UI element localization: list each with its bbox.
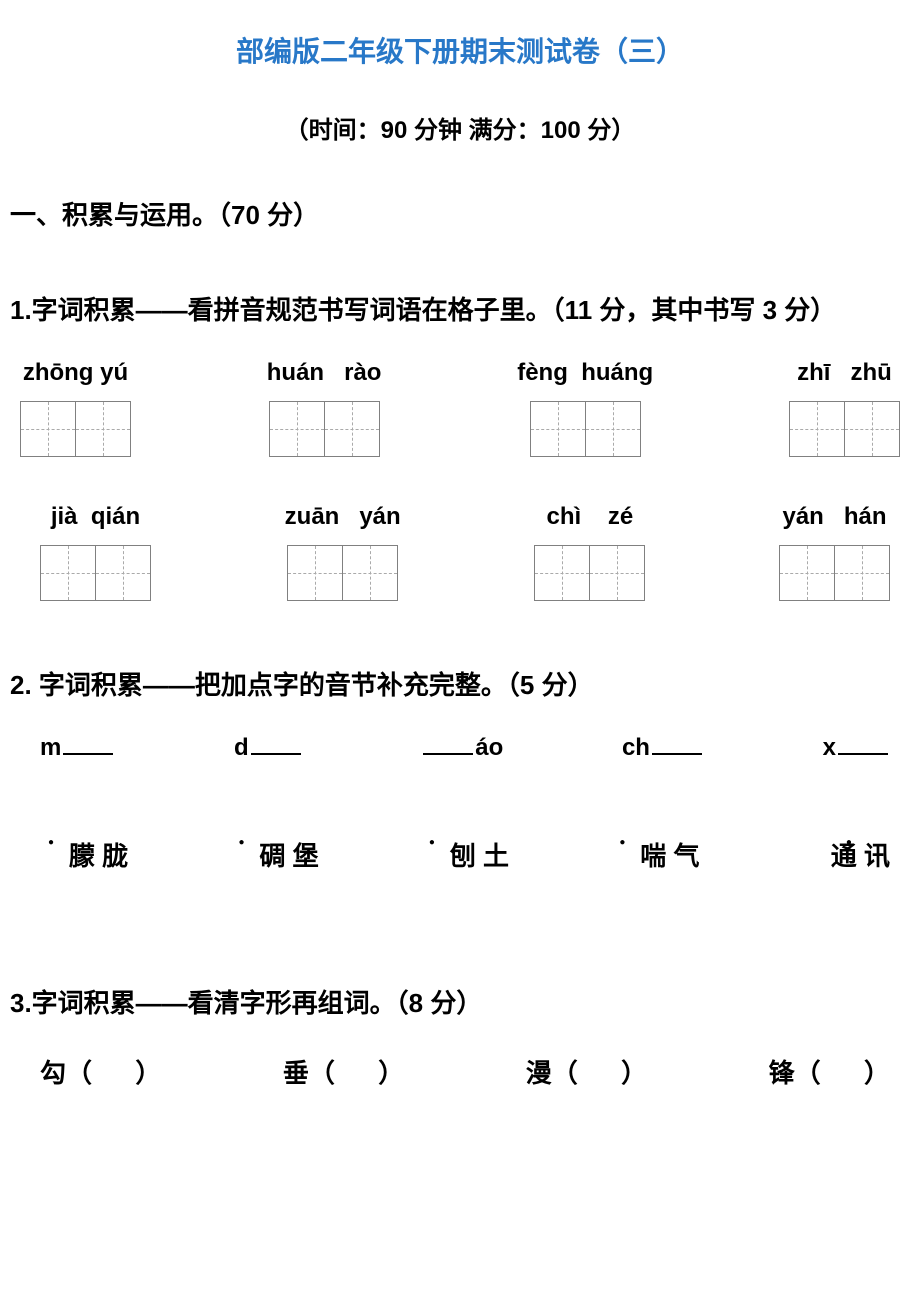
fill-blank[interactable] [63,753,113,755]
pinyin-prefix: ch [622,734,650,762]
q3-item: 锋（ ） [769,1053,890,1090]
writing-grid[interactable] [287,545,398,601]
pinyin-item: fèng huáng [517,359,653,457]
q2-pinyin-item: d [234,734,303,762]
grid-cell[interactable] [269,401,325,457]
q2-pinyin-item: x [823,734,890,762]
fill-blank[interactable] [251,753,301,755]
emphasis-dot: ● [846,837,852,848]
pinyin-item: zuān yán [285,503,401,601]
q3-char: 勾 [40,1058,66,1088]
word-text: 碉 堡 [259,841,318,871]
grid-cell[interactable] [287,545,343,601]
q1-text: 1.字词积累——看拼音规范书写词语在格子里。（11 分，其中书写 3 分） [10,282,910,339]
writing-grid[interactable] [269,401,380,457]
fill-blank[interactable] [423,753,473,755]
writing-grid[interactable] [789,401,900,457]
writing-grid[interactable] [530,401,641,457]
grid-cell[interactable] [779,545,835,601]
pinyin-suffix: áo [475,734,503,762]
page-title: 部编版二年级下册期末测试卷（三） [10,30,910,70]
q2-word: 通 讯 ● [802,805,890,935]
q2-pinyin-item: áo [421,734,503,762]
emphasis-dot: ● [619,837,625,848]
grid-cell[interactable] [75,401,131,457]
q3-char: 锋 [769,1058,795,1088]
grid-cell[interactable] [95,545,151,601]
q3-item: 漫（ ） [526,1053,647,1090]
pinyin-prefix: x [823,734,836,762]
grid-cell[interactable] [585,401,641,457]
pinyin-label: chì zé [546,503,633,531]
pinyin-item: jià qián [40,503,151,601]
writing-grid[interactable] [20,401,131,457]
pinyin-item: zhōng yú [20,359,131,457]
q2-word: 碉 堡 ● [230,805,318,935]
pinyin-label: huán rào [267,359,382,387]
q3-char: 漫 [526,1058,552,1088]
word-text: 喘 气 [640,841,699,871]
pinyin-item: zhī zhū [789,359,900,457]
pinyin-prefix: d [234,734,249,762]
pinyin-label: zhōng yú [23,359,128,387]
q2-pinyin-row: m d áo ch x [10,734,910,762]
grid-cell[interactable] [530,401,586,457]
fill-blank[interactable] [838,753,888,755]
q1-row-2: jià qián zuān yán chì zé yán hán [10,503,910,601]
word-text: 刨 土 [450,841,509,871]
grid-cell[interactable] [789,401,845,457]
word-text: 朦 胧 [69,841,128,871]
pinyin-label: zhī zhū [797,359,892,387]
emphasis-dot: ● [48,837,54,848]
fill-blank[interactable] [652,753,702,755]
q1-row-1: zhōng yú huán rào fèng huáng zhī zhū [10,359,910,457]
grid-cell[interactable] [534,545,590,601]
grid-cell[interactable] [324,401,380,457]
page-subtitle: （时间：90 分钟 满分：100 分） [10,110,910,145]
q2-pinyin-item: ch [622,734,704,762]
pinyin-item: huán rào [267,359,382,457]
q2-text: 2. 字词积累——把加点字的音节补充完整。（5 分） [10,657,910,714]
q3-row: 勾（ ） 垂（ ） 漫（ ） 锋（ ） [10,1053,910,1090]
q3-item: 勾（ ） [40,1053,161,1090]
q2-word: 喘 气 ● [611,805,699,935]
pinyin-label: fèng huáng [517,359,653,387]
q2-word: 刨 土 ● [421,805,509,935]
word-text: 通 讯 [831,841,890,871]
emphasis-dot: ● [429,837,435,848]
pinyin-label: zuān yán [285,503,401,531]
pinyin-label: jià qián [51,503,140,531]
q2-word: 朦 胧 ● [40,805,128,935]
q3-item: 垂（ ） [283,1053,404,1090]
grid-cell[interactable] [40,545,96,601]
writing-grid[interactable] [534,545,645,601]
pinyin-item: chì zé [534,503,645,601]
grid-cell[interactable] [844,401,900,457]
writing-grid[interactable] [40,545,151,601]
writing-grid[interactable] [779,545,890,601]
q3-char: 垂 [283,1058,309,1088]
q2-pinyin-item: m [40,734,115,762]
grid-cell[interactable] [20,401,76,457]
q3-text: 3.字词积累——看清字形再组词。（8 分） [10,975,910,1032]
grid-cell[interactable] [342,545,398,601]
pinyin-item: yán hán [779,503,890,601]
section-1-heading: 一、积累与运用。（70 分） [10,195,910,232]
emphasis-dot: ● [238,837,244,848]
grid-cell[interactable] [834,545,890,601]
grid-cell[interactable] [589,545,645,601]
pinyin-label: yán hán [782,503,886,531]
q2-words-row: 朦 胧 ● 碉 堡 ● 刨 土 ● 喘 气 ● 通 讯 ● [10,805,910,935]
pinyin-prefix: m [40,734,61,762]
